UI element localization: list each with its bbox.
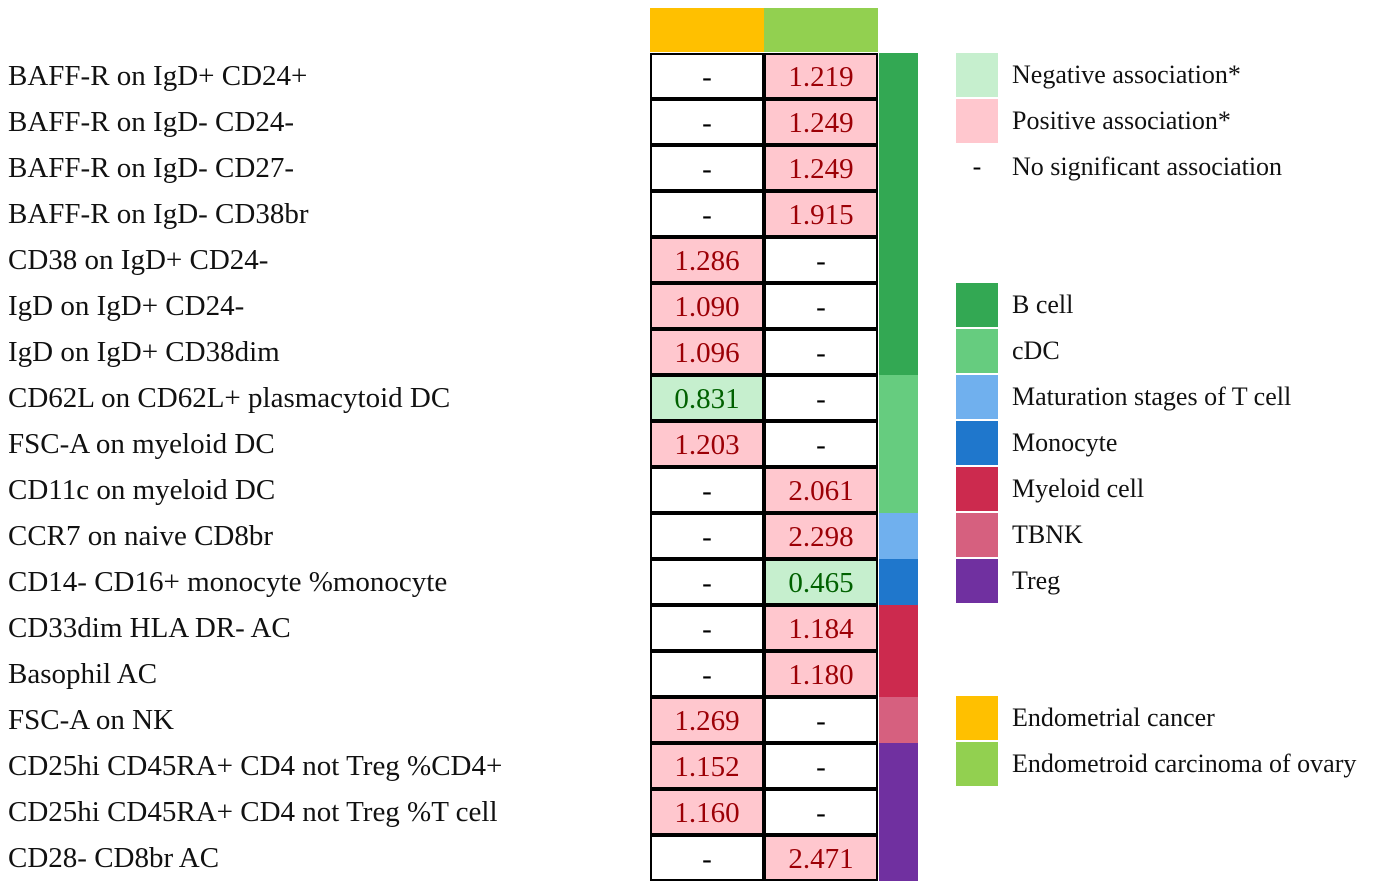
- category-color-cell: [879, 513, 918, 559]
- legend-swatch-neg: [956, 53, 998, 97]
- row-label: CD25hi CD45RA+ CD4 not Treg %CD4+: [8, 750, 503, 782]
- row-label: CD62L on CD62L+ plasmacytoid DC: [8, 382, 451, 414]
- data-cell: 0.465: [764, 559, 878, 605]
- data-cell: -: [650, 99, 764, 145]
- row-label: FSC-A on myeloid DC: [8, 428, 275, 460]
- data-cell: 1.152: [650, 743, 764, 789]
- category-color-cell: [879, 605, 918, 651]
- row-label: CD14- CD16+ monocyte %monocyte: [8, 566, 448, 598]
- category-color-cell: [879, 283, 918, 329]
- data-cell: -: [650, 191, 764, 237]
- data-cell: -: [650, 467, 764, 513]
- data-cell: -: [650, 53, 764, 99]
- data-cell: -: [764, 789, 878, 835]
- data-cell: -: [764, 283, 878, 329]
- data-cell: 1.286: [650, 237, 764, 283]
- legend-label: Endometroid carcinoma of ovary: [1012, 749, 1357, 778]
- legend-symbol-none: -: [972, 152, 982, 181]
- data-cell: 2.471: [764, 835, 878, 881]
- data-cell: 2.061: [764, 467, 878, 513]
- data-cell: 1.096: [650, 329, 764, 375]
- category-color-cell: [879, 99, 918, 145]
- column-header-2-color: [764, 8, 878, 52]
- data-cell: -: [764, 329, 878, 375]
- legend-swatch-category: [956, 329, 998, 373]
- legend-label: Endometrial cancer: [1012, 703, 1215, 732]
- row-label: CD38 on IgD+ CD24-: [8, 244, 269, 276]
- legend-label: Myeloid cell: [1012, 474, 1145, 503]
- legend-label: Positive association*: [1012, 106, 1231, 135]
- category-color-cell: [879, 375, 918, 421]
- category-color-cell: [879, 191, 918, 237]
- legend-label: No significant association: [1012, 152, 1283, 181]
- category-color-cell: [879, 329, 918, 375]
- category-color-cell: [879, 421, 918, 467]
- row-label: BAFF-R on IgD- CD24-: [8, 106, 294, 138]
- category-color-cell: [879, 53, 918, 99]
- row-label: CD28- CD8br AC: [8, 842, 220, 874]
- row-label: CCR7 on naive CD8br: [8, 520, 274, 552]
- data-cell: -: [650, 605, 764, 651]
- category-color-cell: [879, 145, 918, 191]
- data-cell: 1.090: [650, 283, 764, 329]
- data-cell: 1.160: [650, 789, 764, 835]
- data-cell: 1.915: [764, 191, 878, 237]
- row-label: CD11c on myeloid DC: [8, 474, 276, 506]
- category-color-cell: [879, 559, 918, 605]
- legend-swatch-category: [956, 283, 998, 327]
- data-cell: 1.249: [764, 145, 878, 191]
- row-label: IgD on IgD+ CD24-: [8, 290, 245, 322]
- legend-label: TBNK: [1012, 520, 1083, 549]
- data-cell: -: [650, 513, 764, 559]
- data-cell: -: [764, 421, 878, 467]
- category-color-cell: [879, 237, 918, 283]
- data-cell: -: [650, 651, 764, 697]
- legend-label: cDC: [1012, 336, 1060, 365]
- data-cell: -: [650, 559, 764, 605]
- row-label: BAFF-R on IgD- CD27-: [8, 152, 294, 184]
- data-cell: 1.180: [764, 651, 878, 697]
- data-cell: 1.269: [650, 697, 764, 743]
- legend-label: B cell: [1012, 290, 1074, 319]
- data-cell: -: [650, 835, 764, 881]
- data-cell: -: [764, 375, 878, 421]
- category-color-cell: [879, 835, 918, 881]
- category-color-cell: [879, 789, 918, 835]
- row-label: BAFF-R on IgD+ CD24+: [8, 60, 308, 92]
- data-cell: 2.298: [764, 513, 878, 559]
- legend-swatch-category: [956, 375, 998, 419]
- row-label: BAFF-R on IgD- CD38br: [8, 198, 309, 230]
- legend-label: Treg: [1012, 566, 1061, 595]
- legend-label: Monocyte: [1012, 428, 1118, 457]
- legend-swatch-column: [956, 696, 998, 740]
- data-cell: -: [650, 145, 764, 191]
- category-color-cell: [879, 651, 918, 697]
- legend-label: Negative association*: [1012, 60, 1241, 89]
- data-cell: 1.203: [650, 421, 764, 467]
- data-cell: 1.249: [764, 99, 878, 145]
- column-header-1-color: [650, 8, 764, 52]
- category-color-cell: [879, 467, 918, 513]
- legend-swatch-category: [956, 467, 998, 511]
- legend-swatch-category: [956, 421, 998, 465]
- row-label: CD25hi CD45RA+ CD4 not Treg %T cell: [8, 796, 498, 828]
- row-label: Basophil AC: [8, 658, 158, 690]
- category-color-cell: [879, 743, 918, 789]
- legend-label: Maturation stages of T cell: [1012, 382, 1292, 411]
- data-cell: 1.184: [764, 605, 878, 651]
- row-label: CD33dim HLA DR- AC: [8, 612, 291, 644]
- data-cell: 1.219: [764, 53, 878, 99]
- legend-swatch-category: [956, 513, 998, 557]
- legend-swatch-column: [956, 742, 998, 786]
- category-color-cell: [879, 697, 918, 743]
- data-cell: -: [764, 743, 878, 789]
- legend-swatch-pos: [956, 99, 998, 143]
- row-label: FSC-A on NK: [8, 704, 174, 736]
- data-cell: -: [764, 237, 878, 283]
- data-cell: 0.831: [650, 375, 764, 421]
- legend-swatch-category: [956, 559, 998, 603]
- row-label: IgD on IgD+ CD38dim: [8, 336, 280, 368]
- data-cell: -: [764, 697, 878, 743]
